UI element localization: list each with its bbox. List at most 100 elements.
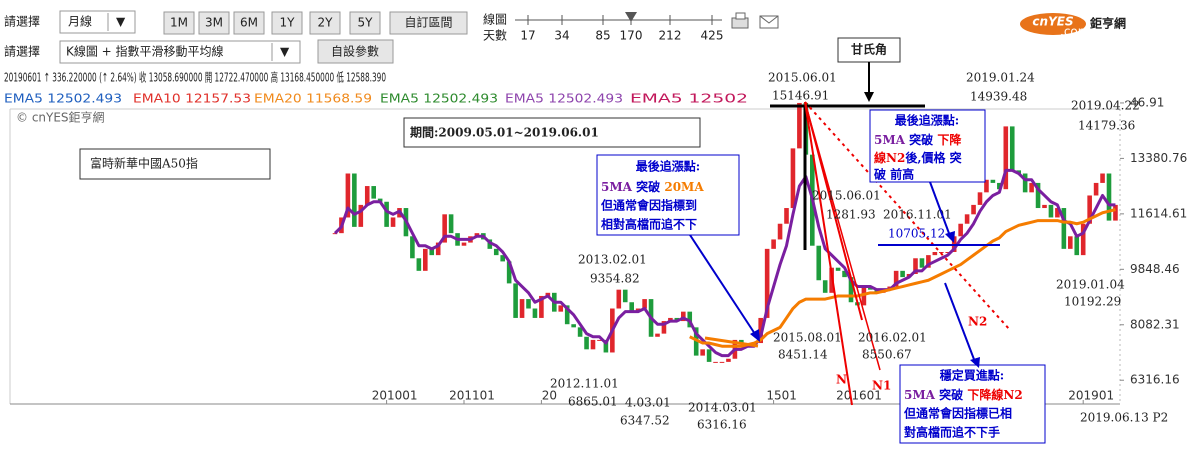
candle <box>971 204 976 215</box>
logo: cnYES <box>1032 15 1073 29</box>
candle <box>461 242 467 246</box>
y-tick-label: 46.91 <box>1130 95 1164 109</box>
candle <box>629 302 634 312</box>
note-term: 5MA <box>874 133 906 147</box>
slider-thumb[interactable] <box>625 12 637 22</box>
candle <box>1100 173 1105 183</box>
candle <box>1061 208 1067 249</box>
candle <box>984 179 989 193</box>
annotations: 富時新華中國A50指 期間:2009.05.01~2019.06.01 甘氏角 … <box>79 37 1168 444</box>
candle <box>442 214 447 243</box>
note-word: 後,價格 突 <box>905 150 961 165</box>
note-arrowhead <box>945 231 955 243</box>
trend-line-n2 <box>804 101 1011 331</box>
candle <box>1029 182 1034 193</box>
candle <box>816 245 822 281</box>
candle <box>616 289 622 309</box>
candle <box>822 280 828 293</box>
note-arrow <box>929 181 951 237</box>
range-button[interactable] <box>271 11 303 35</box>
legend-entry: EMA10 12157.53 <box>133 92 251 106</box>
point-value: 8550.67 <box>862 348 912 362</box>
point-date: 2019.01.04 <box>1056 278 1125 292</box>
index-name: 富時新華中國A50指 <box>90 156 198 171</box>
candle <box>1042 204 1047 209</box>
y-tick-label: 6316.16 <box>1130 373 1180 387</box>
candle <box>429 248 435 256</box>
gann-box <box>837 37 901 63</box>
candle <box>848 277 854 303</box>
moving-average-line <box>689 208 1116 348</box>
settings-button[interactable] <box>317 39 394 64</box>
candle <box>739 339 744 344</box>
candle <box>932 251 938 256</box>
range-label: 自訂區間 <box>404 15 452 30</box>
label-n1: N1 <box>872 379 891 393</box>
name-box <box>79 148 271 180</box>
candle <box>597 339 602 341</box>
candle <box>797 102 802 149</box>
note-term: 下降 <box>937 132 962 147</box>
candle <box>777 223 783 240</box>
note-line: 線N2後,價格 突 <box>874 150 962 165</box>
candle <box>997 182 1002 190</box>
note-arrow <box>689 234 756 335</box>
candle <box>790 148 796 209</box>
days-label: 線圖 <box>483 12 507 27</box>
candle <box>345 173 351 218</box>
note-line: 對高檔而追不下手 <box>904 425 1000 440</box>
chart-kind-select[interactable] <box>59 40 301 64</box>
candle <box>423 248 428 271</box>
period-value: 月線 <box>68 14 92 29</box>
note-word: 突破 <box>909 132 933 147</box>
trend-line-n1b <box>804 101 881 371</box>
range-label: 5Y <box>358 16 374 30</box>
candle <box>926 255 931 268</box>
point-value: 15146.91 <box>772 89 829 103</box>
point-value: 14179.36 <box>1078 119 1135 133</box>
point-date: 2014.03.01 <box>688 401 757 415</box>
gann-arrowhead <box>864 92 874 102</box>
candle <box>1068 236 1073 249</box>
days-label: 天數 <box>483 29 507 43</box>
point-value: 8451.14 <box>778 348 828 362</box>
legend-entry: EMA20 11568.59 <box>254 92 372 106</box>
candle <box>784 208 789 224</box>
range-button[interactable] <box>389 11 468 35</box>
x-tick-label: 201101 <box>449 389 495 403</box>
range-button[interactable] <box>349 11 381 35</box>
legend: EMA5 12502.493 EMA10 12157.53 EMA20 11568.… <box>4 92 748 106</box>
point-date: 2013.02.01 <box>578 253 647 267</box>
candle <box>874 289 880 293</box>
slider-tick-label: 85 <box>595 29 610 43</box>
candle <box>448 214 454 234</box>
x-tick-label: 201601 <box>836 389 882 403</box>
range-label: 1M <box>170 16 188 30</box>
candle <box>668 317 673 322</box>
range-button[interactable] <box>163 11 195 35</box>
trend-line-n <box>804 101 853 406</box>
point-value: 14939.48 <box>970 90 1027 104</box>
candle <box>358 204 364 227</box>
candle <box>842 270 847 278</box>
candle <box>513 283 518 318</box>
candle <box>977 192 983 205</box>
footer: 2019.06.13 P2 <box>1080 411 1168 425</box>
x-tick-label: 1501 <box>766 389 797 403</box>
dropdown-arrow: ▼ <box>280 45 290 59</box>
x-tick-label: 201001 <box>372 389 418 403</box>
x-tick-label: 20 <box>542 389 557 403</box>
candle <box>764 248 770 318</box>
period-select[interactable] <box>59 10 136 34</box>
range-button[interactable] <box>233 11 265 35</box>
candle <box>390 217 396 227</box>
note-term: 5MA <box>904 388 936 402</box>
range-button[interactable] <box>309 11 341 35</box>
note-box <box>899 364 1046 444</box>
range-button[interactable] <box>198 11 230 35</box>
point-value: 6865.01 <box>568 395 618 409</box>
candle <box>861 286 867 306</box>
candle <box>364 186 370 205</box>
